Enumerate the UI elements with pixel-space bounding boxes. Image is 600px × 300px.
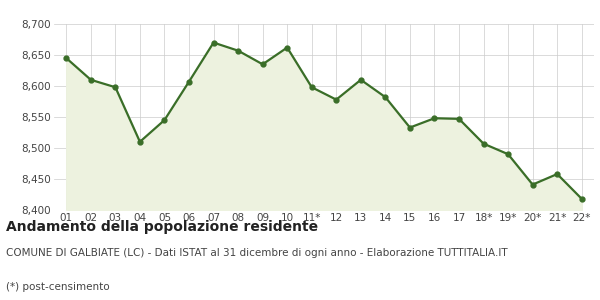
Text: Andamento della popolazione residente: Andamento della popolazione residente [6, 220, 318, 235]
Text: COMUNE DI GALBIATE (LC) - Dati ISTAT al 31 dicembre di ogni anno - Elaborazione : COMUNE DI GALBIATE (LC) - Dati ISTAT al … [6, 248, 508, 257]
Text: (*) post-censimento: (*) post-censimento [6, 282, 110, 292]
